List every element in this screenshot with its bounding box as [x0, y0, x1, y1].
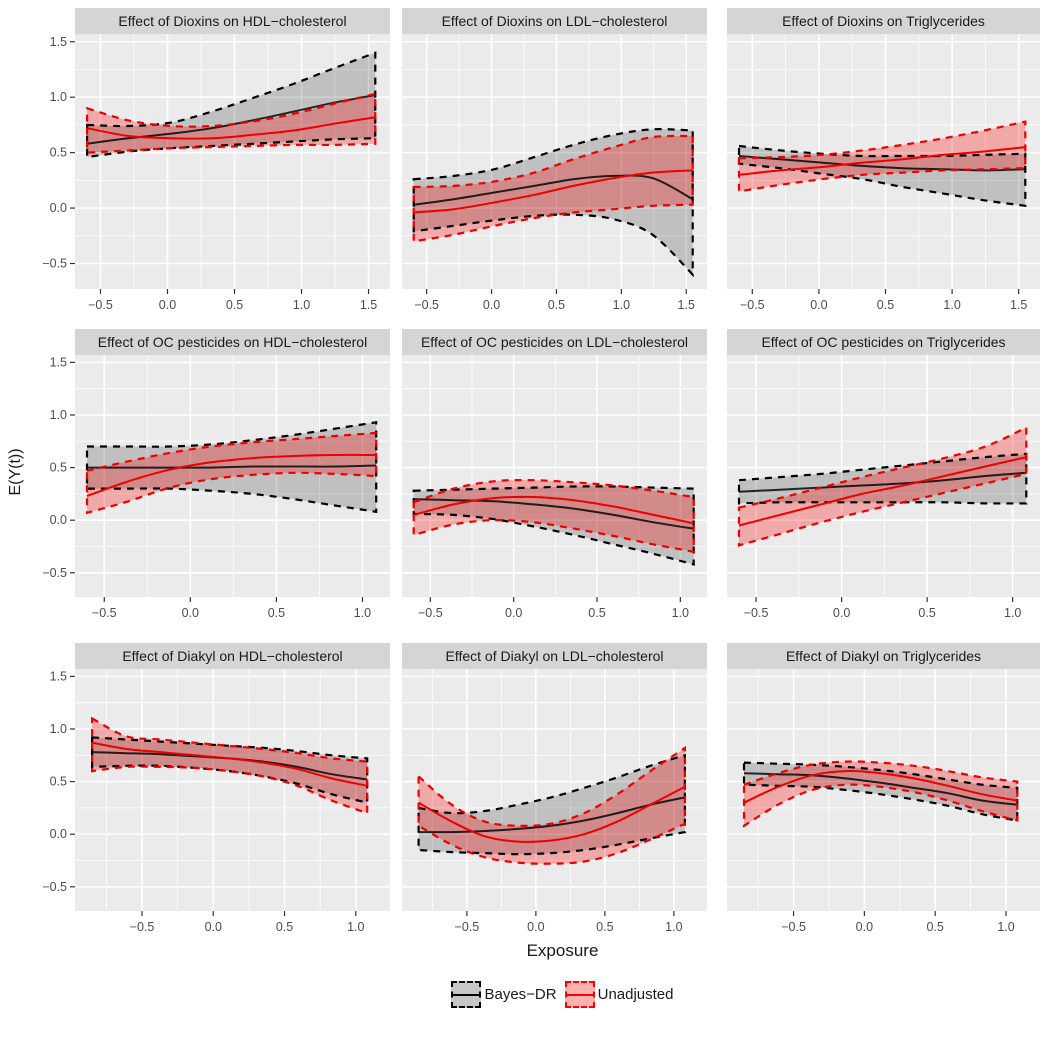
facet-row-dioxins: Effect of Dioxins on HDL−cholesterol −0.… [0, 8, 1050, 317]
svg-text:−0.5: −0.5 [414, 298, 439, 312]
facet-title: Effect of Dioxins on LDL−cholesterol [402, 8, 707, 34]
svg-text:0.5: 0.5 [50, 146, 67, 160]
svg-text:0.5: 0.5 [926, 920, 943, 934]
legend-item-unadjusted: Unadjusted [564, 981, 674, 1008]
plot-diakyl-ldl: −0.5 0.0 0.5 1.0 [402, 669, 707, 934]
svg-text:0.5: 0.5 [596, 920, 613, 934]
svg-text:0.0: 0.0 [205, 920, 222, 934]
svg-text:0.0: 0.0 [527, 920, 544, 934]
facet-title: Effect of Diakyl on LDL−cholesterol [402, 643, 707, 669]
svg-text:0.0: 0.0 [833, 606, 850, 620]
legend-key-line [564, 993, 595, 996]
y-axis-title: E(Y(t)) [7, 448, 24, 496]
svg-text:1.5: 1.5 [360, 298, 377, 312]
svg-text:−0.5: −0.5 [42, 880, 67, 894]
svg-text:0.0: 0.0 [505, 606, 522, 620]
svg-text:0.5: 0.5 [50, 775, 67, 789]
svg-text:1.5: 1.5 [50, 35, 67, 49]
plot-dioxins-ldl: −0.5 0.0 0.5 1.0 1.5 [402, 34, 707, 312]
svg-text:−0.5: −0.5 [42, 257, 67, 271]
svg-text:−0.5: −0.5 [92, 606, 117, 620]
svg-text:0.0: 0.0 [50, 201, 67, 215]
svg-text:−0.5: −0.5 [418, 606, 443, 620]
svg-text:1.0: 1.0 [293, 298, 310, 312]
svg-text:0.5: 0.5 [50, 461, 67, 475]
svg-text:1.0: 1.0 [50, 90, 67, 104]
legend-item-bayes-dr: Bayes−DR [451, 981, 557, 1008]
plot-diakyl-triglycerides: −0.5 0.0 0.5 1.0 [727, 669, 1040, 934]
facet-diakyl-hdl: Effect of Diakyl on HDL−cholesterol −0.5… [0, 643, 390, 939]
svg-text:0.0: 0.0 [483, 298, 500, 312]
svg-text:−0.5: −0.5 [42, 566, 67, 580]
svg-text:1.0: 1.0 [613, 298, 630, 312]
faceted-chart: E(Y(t)) Effect of Dioxins on HDL−cholest… [0, 8, 1050, 1008]
facet-title: Effect of Dioxins on Triglycerides [727, 8, 1040, 34]
facet-row-diakyl: Effect of Diakyl on HDL−cholesterol −0.5… [0, 643, 1050, 939]
legend-key-bayes-dr-icon [451, 981, 482, 1008]
plot-diakyl-hdl: −0.5 0.0 0.5 1.0 −0.5 0.0 0.5 1.0 1.5 [42, 669, 390, 934]
svg-text:−0.5: −0.5 [740, 298, 765, 312]
legend-label: Unadjusted [597, 986, 674, 1003]
facet-oc-hdl: Effect of OC pesticides on HDL−cholester… [0, 329, 390, 625]
svg-text:−0.5: −0.5 [88, 298, 113, 312]
facet-oc-triglycerides: Effect of OC pesticides on Triglycerides… [707, 329, 1040, 625]
legend-key-unadjusted-icon [564, 981, 595, 1008]
svg-text:0.5: 0.5 [918, 606, 935, 620]
facet-dioxins-hdl: Effect of Dioxins on HDL−cholesterol −0.… [0, 8, 390, 317]
plot-oc-triglycerides: −0.5 0.0 0.5 1.0 [727, 355, 1040, 620]
svg-text:1.0: 1.0 [665, 920, 682, 934]
svg-text:0.5: 0.5 [268, 606, 285, 620]
facet-title: Effect of OC pesticides on Triglycerides [727, 329, 1040, 355]
facet-title: Effect of Diakyl on Triglycerides [727, 643, 1040, 669]
svg-text:1.0: 1.0 [1004, 606, 1021, 620]
svg-text:0.0: 0.0 [159, 298, 176, 312]
svg-text:0.0: 0.0 [182, 606, 199, 620]
plot-oc-ldl: −0.5 0.0 0.5 1.0 [402, 355, 707, 620]
svg-text:0.0: 0.0 [50, 827, 67, 841]
svg-text:1.0: 1.0 [997, 920, 1014, 934]
plot-dioxins-triglycerides: −0.5 0.0 0.5 1.0 1.5 [727, 34, 1040, 312]
svg-text:−0.5: −0.5 [781, 920, 806, 934]
facet-title: Effect of Dioxins on HDL−cholesterol [75, 8, 390, 34]
svg-text:0.5: 0.5 [276, 920, 293, 934]
facet-title: Effect of Diakyl on HDL−cholesterol [75, 643, 390, 669]
facet-dioxins-ldl: Effect of Dioxins on LDL−cholesterol −0.… [390, 8, 707, 317]
facet-diakyl-ldl: Effect of Diakyl on LDL−cholesterol −0.5… [390, 643, 707, 939]
svg-text:−0.5: −0.5 [455, 920, 480, 934]
plot-dioxins-hdl: −0.5 0.0 0.5 1.0 1.5 −0.5 0.0 0.5 1.0 1.5 [42, 34, 390, 312]
plot-oc-hdl: −0.5 0.0 0.5 1.0 −0.5 0.0 0.5 1.0 1.5 [42, 355, 390, 620]
svg-text:−0.5: −0.5 [744, 606, 769, 620]
svg-text:1.0: 1.0 [50, 408, 67, 422]
svg-text:1.0: 1.0 [943, 298, 960, 312]
svg-text:1.0: 1.0 [50, 722, 67, 736]
legend-key-line [451, 993, 482, 996]
svg-text:1.5: 1.5 [678, 298, 695, 312]
facet-dioxins-triglycerides: Effect of Dioxins on Triglycerides −0.5 0… [707, 8, 1040, 317]
svg-text:0.5: 0.5 [548, 298, 565, 312]
svg-text:0.0: 0.0 [856, 920, 873, 934]
facet-title: Effect of OC pesticides on LDL−cholester… [402, 329, 707, 355]
svg-text:0.5: 0.5 [226, 298, 243, 312]
svg-text:1.5: 1.5 [50, 669, 67, 683]
x-axis-title: Exposure [526, 941, 599, 960]
svg-text:1.0: 1.0 [347, 920, 364, 934]
facet-oc-ldl: Effect of OC pesticides on LDL−cholester… [390, 329, 707, 625]
svg-text:−0.5: −0.5 [130, 920, 155, 934]
svg-text:1.5: 1.5 [50, 355, 67, 369]
svg-text:1.0: 1.0 [354, 606, 371, 620]
facet-diakyl-triglycerides: Effect of Diakyl on Triglycerides −0.5 0.… [707, 643, 1040, 939]
legend-label: Bayes−DR [484, 986, 557, 1003]
svg-text:1.5: 1.5 [1010, 298, 1027, 312]
facet-title: Effect of OC pesticides on HDL−cholester… [75, 329, 390, 355]
facet-row-oc-pesticides: Effect of OC pesticides on HDL−cholester… [0, 329, 1050, 625]
svg-text:0.5: 0.5 [588, 606, 605, 620]
svg-text:0.0: 0.0 [810, 298, 827, 312]
svg-text:0.5: 0.5 [877, 298, 894, 312]
svg-text:0.0: 0.0 [50, 513, 67, 527]
svg-text:1.0: 1.0 [672, 606, 689, 620]
legend: Bayes−DR Unadjusted [75, 981, 1050, 1008]
